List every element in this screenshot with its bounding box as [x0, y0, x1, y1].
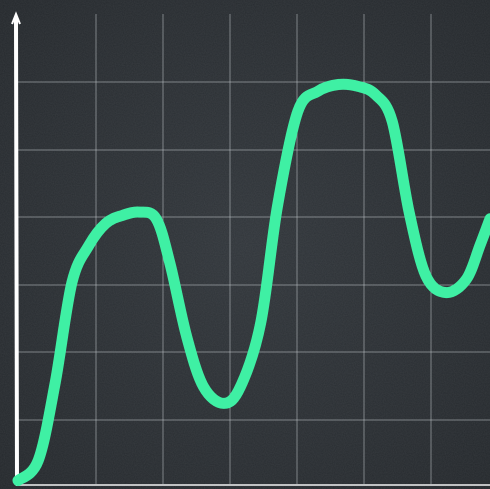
data-point [296, 109, 300, 113]
data-point [444, 291, 448, 295]
data-point [239, 385, 243, 389]
data-point [16, 479, 20, 483]
data-point [390, 119, 394, 123]
data-point [104, 222, 108, 226]
data-point [276, 203, 280, 207]
data-point [222, 401, 226, 405]
series-layer [12, 78, 490, 487]
data-point [373, 93, 377, 97]
data-point [424, 274, 428, 278]
data-point [478, 244, 482, 248]
data-point [36, 459, 40, 463]
series-line-0 [12, 78, 490, 487]
data-point [168, 260, 172, 264]
data-point [185, 334, 189, 338]
axes [11, 11, 490, 486]
y-axis [14, 16, 19, 486]
data-point [336, 83, 340, 87]
data-point [154, 217, 158, 221]
data-point [87, 244, 91, 248]
data-point [121, 213, 125, 217]
data-point [137, 210, 141, 214]
y-axis-arrow [11, 11, 21, 25]
data-point [316, 89, 320, 93]
data-point [70, 281, 74, 285]
data-point [201, 385, 205, 389]
data-point [259, 321, 263, 325]
data-point [53, 381, 57, 385]
data-point [357, 85, 361, 89]
data-point [464, 277, 468, 281]
data-point [407, 210, 411, 214]
